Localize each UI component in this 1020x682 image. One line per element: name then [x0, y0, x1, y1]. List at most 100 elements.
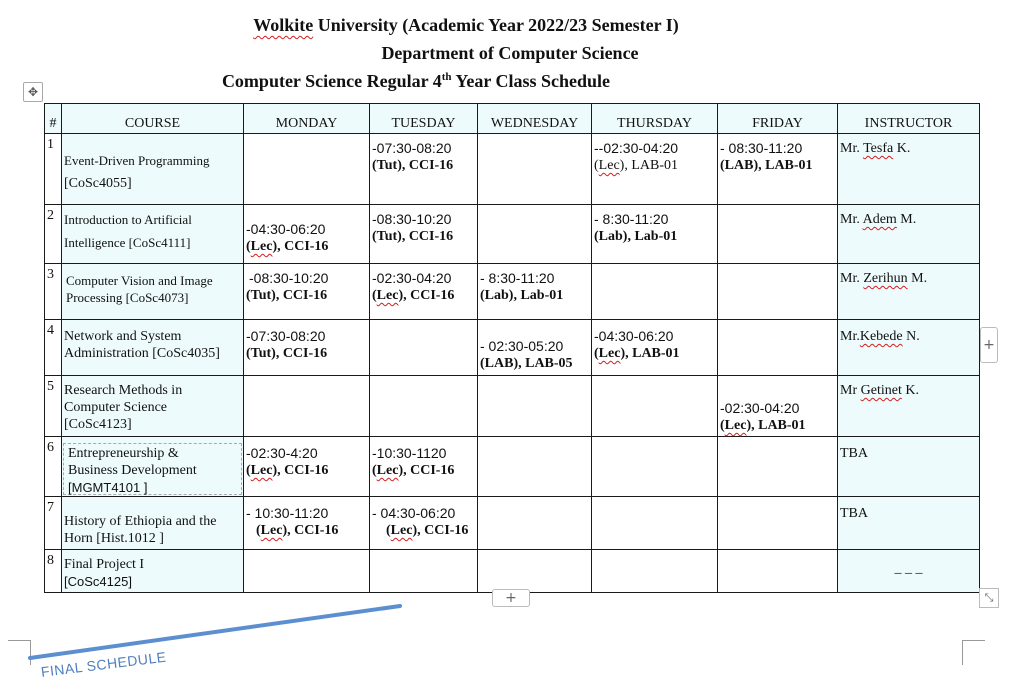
monday-cell[interactable]: - 10:30-11:20 (Lec), CCI-16	[243, 496, 370, 550]
wednesday-cell[interactable]: - 02:30-05:20 (LAB), LAB-05	[477, 319, 592, 376]
table-row: 7 History of Ethiopia and the Horn [Hist…	[44, 496, 980, 550]
add-column-button[interactable]: +	[980, 327, 998, 363]
tuesday-cell[interactable]: -02:30-04:20 (Lec), CCI-16	[369, 263, 478, 320]
instructor-cell[interactable]: Mr. Adem M.	[837, 204, 980, 264]
slot-detail: (LAB), LAB-05	[480, 356, 573, 371]
friday-cell[interactable]	[717, 263, 838, 320]
thursday-cell[interactable]	[591, 496, 718, 550]
slot-type: Lec	[260, 523, 283, 538]
thursday-cell[interactable]	[591, 436, 718, 497]
monday-cell[interactable]: -08:30-10:20 (Tut), CCI-16	[243, 263, 370, 320]
slot-detail: (Lec), LAB-01	[720, 417, 835, 434]
monday-cell[interactable]	[243, 549, 370, 593]
slot-type: Lec	[250, 463, 273, 478]
monday-cell[interactable]	[243, 133, 370, 205]
slot-detail-open: (	[372, 463, 377, 478]
instructor-surname: Kebede	[859, 329, 903, 344]
university-title-rest: University (Academic Year 2022/23 Semest…	[313, 15, 679, 35]
slot-detail: (Tut), CCI-16	[372, 229, 454, 244]
slot-type: Lec	[376, 288, 399, 303]
instructor-cell[interactable]: Mr.Kebede N.	[837, 319, 980, 376]
course-cell[interactable]: Research Methods in Computer Science [Co…	[61, 375, 244, 437]
wednesday-cell[interactable]	[477, 375, 592, 437]
row-number: 8	[44, 549, 62, 593]
friday-cell[interactable]	[717, 549, 838, 593]
department-title: Department of Computer Science	[381, 43, 639, 63]
tuesday-cell[interactable]: -07:30-08:20 (Tut), CCI-16	[369, 133, 478, 205]
friday-cell[interactable]: -02:30-04:20 (Lec), LAB-01	[717, 375, 838, 437]
instructor-cell[interactable]: Mr. Tesfa K.	[837, 133, 980, 205]
slot-detail: (LAB), LAB-01	[720, 158, 813, 173]
table-row: 2 Introduction to Artificial Intelligenc…	[44, 204, 980, 264]
slot-detail: (Tut), CCI-16	[372, 157, 475, 174]
instructor-initial: M.	[907, 271, 928, 286]
tuesday-cell[interactable]: -08:30-10:20 (Tut), CCI-16	[369, 204, 478, 264]
tuesday-cell[interactable]	[369, 549, 478, 593]
resize-diagonal-icon[interactable]: ⤡	[979, 588, 999, 608]
slot-time: - 10:30-11:20	[246, 505, 329, 521]
course-cell[interactable]: Introduction to Artificial Intelligence …	[61, 204, 244, 264]
instructor-cell[interactable]: _ _ _	[837, 549, 980, 593]
slot-room: ), CCI-16	[398, 288, 455, 303]
wednesday-cell[interactable]	[477, 496, 592, 550]
wednesday-cell[interactable]	[477, 549, 592, 593]
slot-room: ), CCI-16	[412, 523, 469, 538]
tuesday-cell[interactable]: -10:30-1120 (Lec), CCI-16	[369, 436, 478, 497]
course-code: Intelligence [CoSc4111]	[64, 235, 191, 250]
thursday-cell[interactable]: -04:30-06:20 (Lec), LAB-01	[591, 319, 718, 376]
instructor-cell[interactable]: Mr Getinet K.	[837, 375, 980, 437]
slot-time: -08:30-10:20	[249, 270, 329, 286]
tuesday-cell[interactable]: - 04:30-06:20 (Lec), CCI-16	[369, 496, 478, 550]
table-move-handle-icon[interactable]: ✥	[23, 82, 43, 102]
monday-cell[interactable]: -07:30-08:20 (Tut), CCI-16	[243, 319, 370, 376]
row-number: 4	[44, 319, 62, 376]
friday-cell[interactable]	[717, 319, 838, 376]
monday-cell[interactable]	[243, 375, 370, 437]
slot-detail-open: (	[256, 523, 261, 538]
monday-cell[interactable]: -02:30-4:20 (Lec), CCI-16	[243, 436, 370, 497]
page-margin-corner-right	[962, 640, 985, 665]
slot-room: ), CCI-16	[397, 158, 454, 173]
ink-stroke	[28, 604, 402, 660]
thursday-cell[interactable]: --02:30-04:20 (Lec), LAB-01	[591, 133, 718, 205]
slot-detail: (Lec), CCI-16	[246, 522, 367, 539]
wednesday-cell[interactable]	[477, 436, 592, 497]
instructor-cell[interactable]: TBA	[837, 436, 980, 497]
wednesday-cell[interactable]: - 8:30-11:20 (Lab), Lab-01	[477, 263, 592, 320]
row-number: 1	[44, 133, 62, 205]
row-number: 7	[44, 496, 62, 550]
course-cell[interactable]: Network and System Administration [CoSc4…	[61, 319, 244, 376]
instructor-name: TBA	[840, 446, 868, 461]
instructor-title: Mr.	[840, 141, 864, 156]
instructor-name: Mr. Tesfa K.	[840, 140, 977, 157]
instructor-surname: Zerihun	[863, 271, 908, 286]
add-row-button[interactable]: +	[492, 589, 530, 607]
course-cell[interactable]: History of Ethiopia and the Horn [Hist.1…	[61, 496, 244, 550]
course-cell[interactable]: Entrepreneurship & Business Development …	[61, 436, 244, 497]
friday-cell[interactable]	[717, 496, 838, 550]
slot-detail-open: (	[594, 346, 599, 361]
slot-time: -10:30-1120	[372, 445, 447, 461]
instructor-cell[interactable]: Mr. Zerihun M.	[837, 263, 980, 320]
friday-cell[interactable]: - 08:30-11:20 (LAB), LAB-01	[717, 133, 838, 205]
thursday-cell[interactable]	[591, 263, 718, 320]
monday-cell[interactable]: -04:30-06:20 (Lec), CCI-16	[243, 204, 370, 264]
course-cell[interactable]: Final Project I [CoSc4125]	[61, 549, 244, 593]
wednesday-cell[interactable]	[477, 133, 592, 205]
instructor-cell[interactable]: TBA	[837, 496, 980, 550]
wednesday-cell[interactable]	[477, 204, 592, 264]
course-cell[interactable]: Event-Driven Programming [CoSc4055]	[61, 133, 244, 205]
thursday-cell[interactable]	[591, 549, 718, 593]
course-cell[interactable]: Computer Vision and Image Processing [Co…	[61, 263, 244, 320]
slot-time: - 8:30-11:20	[594, 211, 669, 227]
tuesday-cell[interactable]	[369, 375, 478, 437]
thursday-cell[interactable]: - 8:30-11:20 (Lab), Lab-01	[591, 204, 718, 264]
schedule-title-post: Year Class Schedule	[451, 71, 611, 91]
friday-cell[interactable]	[717, 204, 838, 264]
schedule-title: Computer Science Regular 4th Year Class …	[0, 70, 926, 92]
tuesday-cell[interactable]	[369, 319, 478, 376]
instructor-title: Mr.	[840, 212, 863, 227]
course-code: [MGMT4101 ]	[68, 480, 148, 495]
friday-cell[interactable]	[717, 436, 838, 497]
thursday-cell[interactable]	[591, 375, 718, 437]
